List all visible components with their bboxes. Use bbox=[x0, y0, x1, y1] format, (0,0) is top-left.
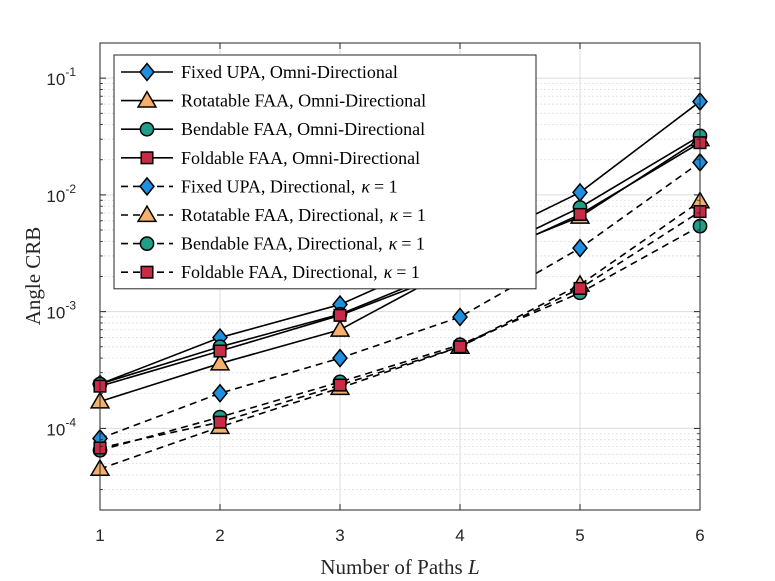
data-point-s4-x3 bbox=[332, 348, 348, 368]
x-tick-label: 4 bbox=[455, 526, 464, 545]
legend-label-6: Bendable FAA, Directional, κ = 1 bbox=[181, 234, 425, 254]
x-tick-label: 3 bbox=[335, 526, 344, 545]
data-point-s4-x2 bbox=[212, 383, 228, 403]
data-point-s0-x5 bbox=[572, 182, 588, 203]
x-tick-label: 6 bbox=[695, 526, 704, 545]
series-line-6 bbox=[99, 225, 701, 452]
legend-box bbox=[113, 54, 537, 290]
data-point-s3-x2 bbox=[213, 344, 227, 358]
data-point-s7-x4 bbox=[453, 340, 467, 354]
x-tick-label: 2 bbox=[215, 526, 224, 545]
data-point-s1-x3 bbox=[329, 319, 351, 337]
legend-marker-0 bbox=[139, 62, 155, 82]
data-point-s4-x5 bbox=[572, 238, 588, 258]
series-line-3 bbox=[99, 142, 701, 387]
legend-label-2: Bendable FAA, Omni-Directional bbox=[181, 119, 425, 139]
data-point-s4-x4 bbox=[452, 307, 468, 327]
x-axis-label: Number of Paths L bbox=[320, 555, 479, 579]
legend-label-0: Fixed UPA, Omni-Directional bbox=[181, 62, 398, 82]
data-point-s7-x2 bbox=[213, 415, 227, 429]
series-line-7 bbox=[99, 210, 701, 449]
data-point-s1-x2 bbox=[209, 353, 231, 371]
legend-label-3: Foldable FAA, Omni-Directional bbox=[181, 148, 420, 168]
data-point-s3-x3 bbox=[333, 308, 347, 322]
legend-label-1: Rotatable FAA, Omni-Directional bbox=[181, 91, 426, 111]
series-lines bbox=[99, 100, 701, 470]
legend-marker-5 bbox=[136, 204, 158, 223]
legend-label-5: Rotatable FAA, Directional, κ = 1 bbox=[181, 205, 426, 225]
y-tick-label: 10-1 bbox=[46, 65, 76, 89]
series-line-1 bbox=[99, 138, 701, 403]
y-tick-label: 10-3 bbox=[46, 299, 76, 323]
y-axis-label: Angle CRB bbox=[21, 227, 45, 326]
data-point-s7-x5 bbox=[573, 281, 587, 295]
legend-label-4: Fixed UPA, Directional, κ = 1 bbox=[181, 176, 398, 196]
axis-ticks bbox=[99, 42, 701, 511]
legend-marker-1 bbox=[136, 90, 158, 108]
legend-marker-6 bbox=[139, 236, 155, 251]
legend-marker-3 bbox=[140, 151, 154, 165]
legend-label-7: Foldable FAA, Directional, κ = 1 bbox=[181, 262, 420, 282]
tick-labels: 10-1 10-2 10-3 10-4 1 2 3 4 5 6 bbox=[46, 65, 704, 545]
legend-marker-4 bbox=[139, 176, 155, 197]
data-point-s3-x5 bbox=[573, 207, 587, 221]
x-tick-label: 5 bbox=[575, 526, 584, 545]
data-point-s7-x3 bbox=[333, 378, 347, 392]
y-tick-label: 10-4 bbox=[46, 415, 76, 439]
legend-marker-7 bbox=[140, 265, 154, 279]
series-line-4 bbox=[99, 161, 701, 440]
x-tick-label: 1 bbox=[95, 526, 104, 545]
series-line-5 bbox=[99, 200, 701, 470]
legend-marker-2 bbox=[139, 121, 155, 137]
series-line-2 bbox=[99, 135, 701, 385]
legend: Fixed UPA, Omni-Directional Rotatable FAA… bbox=[113, 54, 537, 290]
y-tick-label: 10-2 bbox=[46, 182, 76, 206]
